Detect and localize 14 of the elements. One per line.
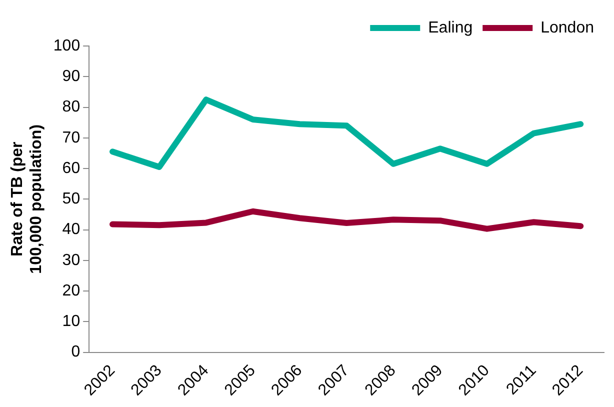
y-tick-label: 100	[53, 37, 80, 54]
y-tick-label: 20	[62, 282, 80, 300]
y-tick-label: 40	[62, 221, 80, 238]
y-tick-label: 60	[62, 160, 80, 177]
y-tick-label: 50	[62, 190, 80, 208]
legend-label: Ealing	[428, 19, 473, 36]
legend-label: London	[540, 19, 594, 36]
y-tick-label: 70	[62, 129, 80, 146]
y-tick-label: 0	[71, 344, 80, 361]
y-tick-label: 80	[62, 98, 80, 116]
y-tick-label: 30	[62, 252, 80, 269]
y-axis-title: Rate of TB (per 100,000 population)	[9, 124, 46, 274]
y-tick-label: 10	[62, 313, 80, 330]
y-tick-label: 90	[62, 68, 80, 86]
